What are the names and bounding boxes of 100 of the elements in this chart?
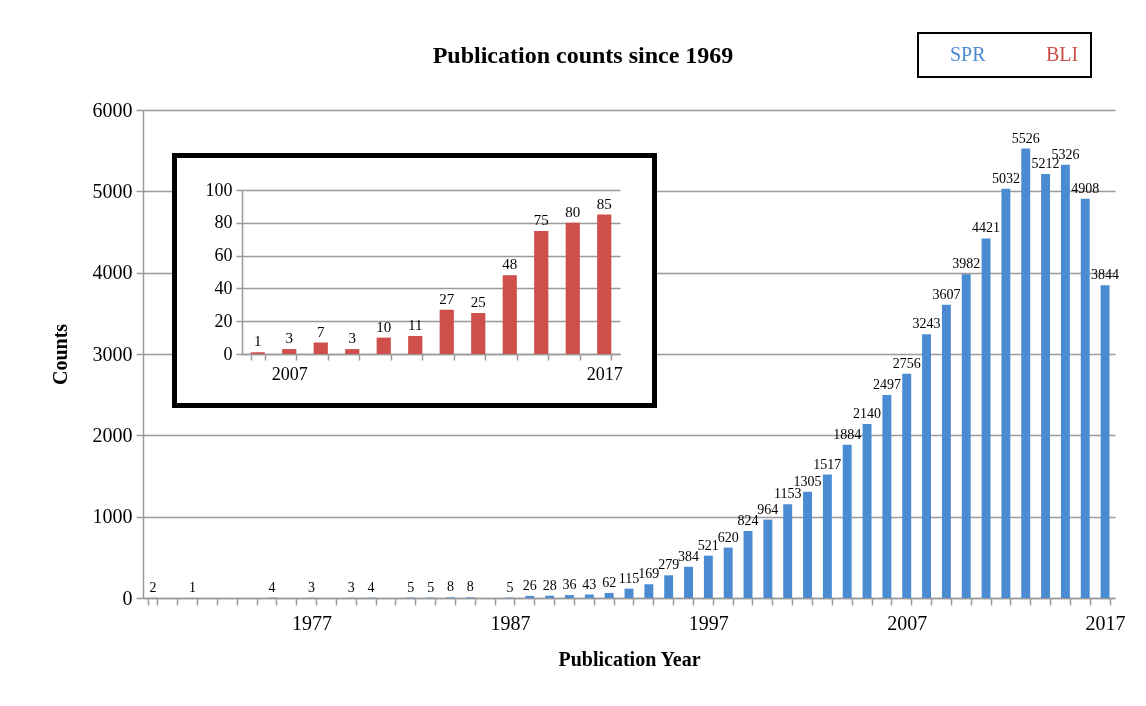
data-label: 824 [737, 512, 759, 528]
data-label: 25 [470, 294, 486, 310]
bar [763, 519, 773, 598]
data-label: 620 [717, 529, 739, 545]
bar [922, 334, 932, 598]
x-axis-title: Publication Year [558, 647, 701, 670]
bar [664, 575, 674, 598]
data-label: 48 [502, 256, 518, 273]
bar [703, 555, 713, 598]
bar [902, 373, 912, 598]
bar [439, 309, 454, 354]
data-label: 75 [533, 212, 549, 228]
bar [981, 238, 991, 598]
data-label: 115 [618, 570, 640, 586]
bar [1080, 198, 1090, 598]
data-label: 2756 [892, 355, 921, 371]
y-tick-label: 80 [214, 212, 233, 233]
bar [723, 547, 733, 598]
bar [565, 222, 580, 354]
bar [376, 337, 391, 354]
bar [862, 423, 872, 598]
y-tick-label: 5000 [92, 179, 133, 202]
y-tick-label: 100 [205, 179, 233, 200]
data-label: 4 [367, 579, 375, 595]
bar [1041, 174, 1051, 598]
bar [565, 595, 574, 598]
bar [1060, 164, 1070, 598]
bar [684, 566, 693, 598]
y-tick-label: 0 [122, 586, 133, 609]
text: SPR [950, 43, 987, 65]
bar [822, 474, 832, 598]
bar [604, 592, 614, 598]
data-label: 279 [658, 557, 680, 573]
data-label: 62 [602, 574, 617, 590]
data-label: 8 [466, 579, 474, 595]
data-label: 3 [308, 579, 316, 595]
bar [534, 231, 549, 354]
data-label: 5 [427, 579, 435, 595]
bar [502, 275, 517, 354]
y-tick-label: 2000 [92, 423, 133, 446]
bar [743, 530, 753, 598]
y-tick-label: 60 [214, 245, 233, 266]
data-label: 3 [285, 330, 293, 347]
data-label: 85 [596, 195, 612, 212]
x-tick-label: 1987 [490, 611, 531, 634]
data-label: 1 [254, 333, 262, 350]
y-tick-label: 6000 [92, 98, 133, 121]
bar [941, 304, 951, 598]
data-label: 7 [317, 323, 325, 340]
data-label: 5526 [1011, 130, 1040, 146]
bar [345, 349, 360, 354]
data-label: 10 [376, 318, 392, 335]
data-label: 27 [439, 290, 455, 307]
data-label: 28 [542, 577, 557, 593]
text: BLI [1046, 43, 1079, 65]
data-label: 521 [697, 537, 719, 553]
data-label: 3607 [932, 286, 961, 302]
data-label: 80 [565, 203, 581, 220]
data-label: 8 [446, 579, 454, 595]
x-tick-label: 2007 [887, 611, 928, 634]
x-tick-label: 2007 [271, 363, 308, 384]
bar [1100, 285, 1110, 598]
x-tick-label: 2017 [1085, 611, 1126, 634]
bar [842, 444, 852, 598]
y-tick-label: 3000 [92, 342, 133, 365]
data-label: 1 [189, 579, 197, 595]
data-label: 1153 [773, 486, 802, 502]
x-tick-label: 1997 [688, 611, 729, 634]
data-label: 1884 [833, 426, 862, 442]
data-label: 3844 [1091, 267, 1120, 283]
data-label: 1517 [813, 456, 842, 472]
data-label: 169 [638, 566, 660, 582]
data-label: 4 [268, 579, 276, 595]
bar [282, 349, 297, 354]
y-tick-label: 4000 [92, 261, 133, 284]
chart-title: Publication counts since 1969 [432, 42, 734, 68]
bar [408, 335, 423, 354]
x-tick-label: 1977 [292, 611, 333, 634]
data-label: 3 [348, 330, 356, 347]
data-label: 2497 [872, 376, 901, 392]
data-label: 2140 [853, 405, 882, 421]
data-label: 5 [407, 579, 415, 595]
data-label: 964 [757, 501, 779, 517]
data-label: 4908 [1071, 180, 1100, 196]
bar [525, 595, 535, 598]
y-axis-title: Counts [48, 323, 71, 386]
data-label: 5 [506, 579, 514, 595]
x-tick-label: 2017 [586, 363, 623, 384]
bar [644, 584, 654, 598]
bar [1001, 188, 1011, 598]
bar [882, 394, 892, 598]
data-label: 5032 [991, 170, 1020, 186]
data-label: 3982 [952, 256, 981, 272]
data-label: 11 [408, 316, 423, 333]
data-label: 4421 [972, 220, 1001, 236]
y-tick-label: 20 [214, 310, 233, 331]
y-tick-label: 1000 [92, 505, 133, 528]
y-tick-label: 40 [214, 277, 233, 298]
data-label: 3 [347, 579, 355, 595]
bar [471, 313, 486, 354]
